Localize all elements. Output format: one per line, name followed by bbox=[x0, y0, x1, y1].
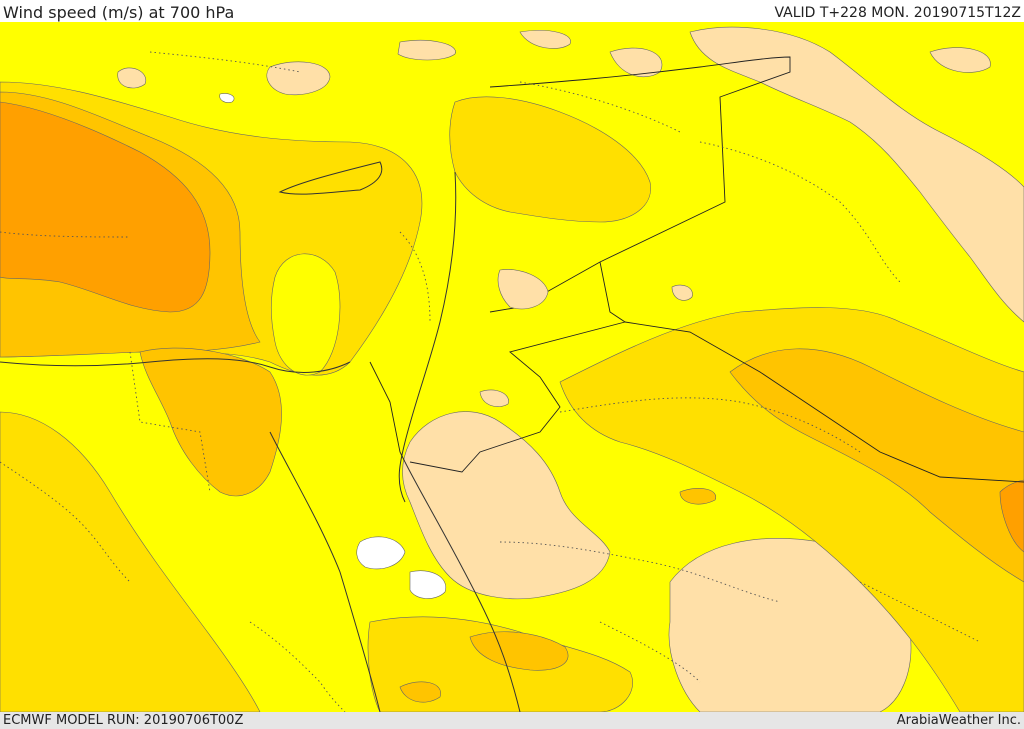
title-bar: Wind speed (m/s) at 700 hPa VALID T+228 … bbox=[0, 0, 1024, 22]
coastline bbox=[278, 161, 383, 195]
field-light-blob bbox=[117, 67, 147, 89]
field-light-speck bbox=[497, 269, 549, 310]
valid-time: VALID T+228 MON. 20190715T12Z bbox=[774, 5, 1021, 21]
coastline bbox=[0, 358, 351, 373]
field-calm bbox=[356, 536, 406, 570]
field-amber-speck bbox=[399, 681, 441, 703]
model-run: ECMWF MODEL RUN: 20190706T00Z bbox=[3, 713, 244, 728]
field-light-blob bbox=[519, 30, 571, 49]
map-area[interactable] bbox=[0, 22, 1024, 712]
field-yellow-pocket bbox=[270, 253, 341, 376]
field-amber-speck bbox=[679, 488, 717, 505]
field-light-speck bbox=[671, 284, 693, 301]
field-amber-south bbox=[469, 631, 569, 671]
map-title: Wind speed (m/s) at 700 hPa bbox=[3, 3, 235, 22]
coastline bbox=[404, 461, 521, 712]
field-calm bbox=[409, 570, 447, 599]
field-light-blob bbox=[397, 40, 456, 61]
field-orange-west bbox=[0, 101, 211, 313]
field-light-blob bbox=[929, 47, 991, 73]
country-border bbox=[369, 361, 406, 463]
coastline bbox=[269, 431, 381, 712]
field-calm bbox=[219, 93, 235, 103]
field-light-central bbox=[402, 411, 611, 600]
field-light-blob bbox=[266, 61, 331, 96]
field-amber-east bbox=[729, 348, 1024, 583]
field-orange-east bbox=[999, 479, 1024, 553]
country-border bbox=[489, 56, 791, 313]
wind-speed-map bbox=[0, 22, 1024, 712]
regional-boundaries bbox=[0, 51, 981, 712]
field-gold-levant bbox=[449, 96, 651, 223]
country-border bbox=[409, 261, 627, 473]
credit: ArabiaWeather Inc. bbox=[896, 713, 1021, 728]
coastline bbox=[398, 171, 457, 503]
footer-bar: ECMWF MODEL RUN: 20190706T00Z ArabiaWeat… bbox=[0, 712, 1024, 729]
country-border bbox=[624, 321, 1024, 483]
field-gold-southwest bbox=[0, 411, 261, 712]
field-light-speck bbox=[479, 389, 509, 407]
field-amber-egypt bbox=[139, 347, 282, 497]
field-light-north bbox=[689, 26, 1024, 323]
